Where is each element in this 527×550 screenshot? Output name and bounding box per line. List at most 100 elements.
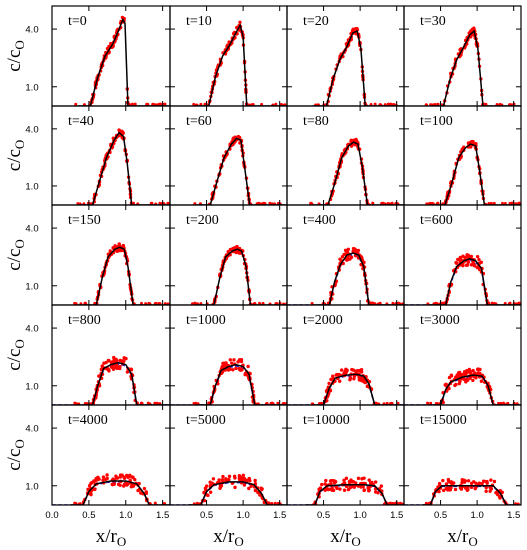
data-point: [461, 478, 464, 481]
data-point: [354, 27, 357, 30]
y-axis-titles: c/cOc/cOc/cOc/cOc/cO: [4, 40, 27, 471]
fit-curve: [287, 255, 404, 305]
data-point: [484, 490, 487, 493]
x-axis-title: x/rO: [213, 526, 244, 549]
panel-data: [170, 21, 287, 108]
y-axis-title-sub: O: [12, 239, 27, 248]
data-point: [449, 488, 452, 491]
data-point: [232, 358, 235, 361]
data-point: [368, 478, 371, 481]
data-point: [218, 487, 221, 490]
time-label: t=10: [186, 14, 212, 29]
data-point: [471, 379, 474, 382]
time-label: t=100: [420, 114, 453, 129]
data-point: [118, 365, 121, 368]
panel-t10: t=10: [170, 6, 287, 108]
y-axis-title-sub: O: [12, 40, 27, 49]
y-tick-label: 1.0: [25, 381, 38, 392]
x-tick-label: 0.5: [200, 510, 213, 521]
panel-t1000: t=1000: [170, 305, 288, 407]
data-point: [122, 244, 125, 247]
data-point: [441, 479, 444, 482]
y-axis-title-main: c/c: [4, 449, 25, 471]
data-point: [254, 489, 257, 492]
panel-t80: t=80: [287, 106, 404, 207]
x-tick-label: 1.5: [390, 510, 403, 521]
panel-t5000: 0.5 1.0 1.5t=5000: [170, 405, 287, 521]
data-point: [342, 253, 345, 256]
x-axis-titles: x/rO x/rO x/rO x/rO: [96, 526, 478, 549]
data-point: [234, 367, 237, 370]
data-point: [472, 26, 475, 29]
data-point: [246, 365, 249, 368]
data-point: [458, 382, 461, 385]
panel-t200: t=200: [170, 205, 288, 307]
data-point: [131, 475, 134, 478]
model-curve: [313, 142, 404, 205]
model-curve: [78, 19, 170, 106]
data-point: [122, 359, 125, 362]
panel-data: [404, 253, 522, 307]
data-point: [340, 368, 343, 371]
data-point: [457, 371, 460, 374]
panel-t30: t=30: [404, 6, 521, 108]
panel-t15000: 0.5 1.0 1.5t=15000: [404, 405, 521, 521]
fit-curve: [170, 366, 287, 405]
data-point: [374, 480, 377, 483]
data-point: [74, 103, 77, 106]
panel-data: [170, 135, 287, 207]
data-point: [222, 361, 225, 364]
data-point: [134, 103, 137, 106]
data-point: [480, 482, 483, 485]
data-point: [227, 368, 230, 371]
data-point: [349, 486, 352, 489]
data-point: [371, 202, 374, 205]
x-tick-label: 0.0: [45, 510, 58, 521]
data-point: [106, 477, 109, 480]
data-point: [426, 402, 429, 405]
fit-curve: [52, 364, 170, 405]
data-point: [206, 494, 209, 497]
data-point: [110, 366, 113, 369]
time-label: t=150: [68, 213, 101, 228]
data-point: [125, 483, 128, 486]
y-tick-label: 1.0: [25, 281, 38, 292]
x-tick-label: 0.5: [82, 510, 95, 521]
y-axis-title-main: c/c: [4, 349, 25, 371]
data-point: [123, 477, 126, 480]
data-point: [105, 473, 108, 476]
panel-data: [404, 140, 521, 207]
data-point: [114, 474, 117, 477]
y-axis-title-sub: O: [12, 439, 27, 448]
data-point: [362, 380, 365, 383]
time-label: t=400: [303, 213, 336, 228]
x-axis-title-main: x/r: [447, 526, 469, 547]
panel-data: [170, 358, 288, 407]
time-label: t=30: [420, 14, 446, 29]
time-label: t=1000: [186, 313, 226, 328]
data-point: [347, 248, 350, 251]
data-point: [493, 480, 496, 483]
y-axis-title: c/cO: [4, 140, 27, 172]
data-point: [338, 379, 341, 382]
data-point: [337, 373, 340, 376]
data-point: [464, 479, 467, 482]
time-label: t=0: [68, 14, 87, 29]
data-point: [471, 369, 474, 372]
data-point: [136, 489, 139, 492]
model-curve: [430, 144, 521, 205]
data-point: [473, 264, 476, 267]
data-point: [357, 477, 360, 480]
data-point: [320, 483, 323, 486]
panel-data: [287, 476, 404, 506]
x-tick-label: 0.5: [434, 510, 447, 521]
data-point: [464, 486, 467, 489]
x-tick-label: 1.5: [156, 510, 169, 521]
data-point: [343, 488, 346, 491]
data-point: [243, 483, 246, 486]
panel-grid: 1.04.0t=0 t=10 t=20 t=301.04.0t=40 t=60 t=80 t…: [25, 6, 522, 521]
data-point: [466, 254, 469, 257]
fit-curve: [287, 375, 404, 405]
time-label: t=800: [68, 313, 101, 328]
data-point: [330, 486, 333, 489]
